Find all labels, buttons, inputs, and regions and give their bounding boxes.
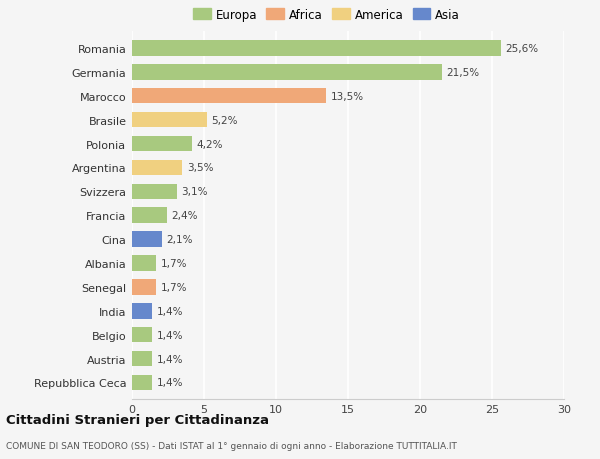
Bar [132,256,157,271]
Bar [132,89,326,104]
Bar [132,280,157,295]
Text: 1,4%: 1,4% [157,306,183,316]
Bar [132,160,182,176]
Text: 2,1%: 2,1% [167,235,193,245]
Text: 1,4%: 1,4% [157,354,183,364]
Bar [132,375,152,391]
Bar [132,327,152,343]
Text: 3,5%: 3,5% [187,163,213,173]
Bar [132,351,152,367]
Bar [132,232,162,247]
Bar [132,303,152,319]
Text: 21,5%: 21,5% [446,67,479,78]
Text: 2,4%: 2,4% [171,211,197,221]
Bar [132,184,176,200]
Text: 1,7%: 1,7% [161,258,187,269]
Text: 4,2%: 4,2% [197,139,223,149]
Text: 25,6%: 25,6% [505,44,538,54]
Bar [132,136,193,152]
Text: 1,7%: 1,7% [161,282,187,292]
Bar [132,65,442,80]
Text: Cittadini Stranieri per Cittadinanza: Cittadini Stranieri per Cittadinanza [6,413,269,426]
Bar [132,208,167,224]
Legend: Europa, Africa, America, Asia: Europa, Africa, America, Asia [190,5,463,25]
Text: 13,5%: 13,5% [331,91,364,101]
Text: COMUNE DI SAN TEODORO (SS) - Dati ISTAT al 1° gennaio di ogni anno - Elaborazion: COMUNE DI SAN TEODORO (SS) - Dati ISTAT … [6,441,457,450]
Text: 1,4%: 1,4% [157,330,183,340]
Bar [132,41,500,56]
Text: 3,1%: 3,1% [181,187,208,197]
Bar [132,112,207,128]
Text: 5,2%: 5,2% [211,115,238,125]
Text: 1,4%: 1,4% [157,378,183,388]
